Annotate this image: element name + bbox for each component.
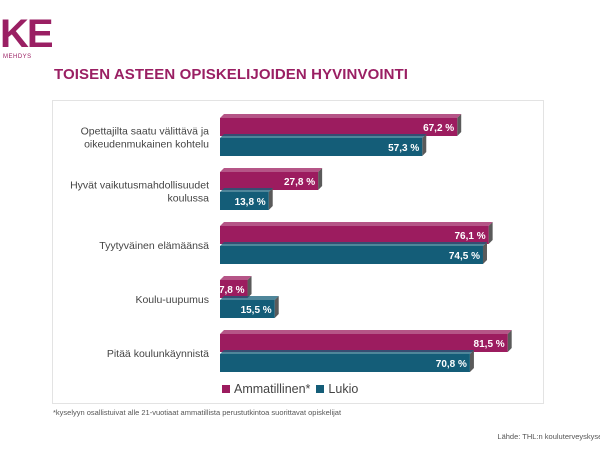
bar-top-lukio [220,134,427,138]
bar-depth-ammatillinen [457,114,462,136]
bar-top-ammatillinen [220,168,323,172]
legend-label-lukio: Lukio [328,382,359,396]
bar-top-lukio [220,350,474,354]
bar-depth-lukio [422,134,427,156]
bar-top-ammatillinen [220,114,462,118]
legend-item-lukio: Lukio [316,382,358,396]
category-label: Pitää koulunkäynnistä [107,348,209,360]
bar-top-ammatillinen [220,330,512,334]
logo-subtitle: MEHDYS [3,54,32,60]
bar-depth-lukio [268,188,273,210]
bar-ammatillinen [220,280,248,298]
bar-depth-ammatillinen [488,222,493,244]
bar-ammatillinen [220,226,489,244]
data-label-lukio: 13,8 % [235,197,266,208]
bar-lukio [220,138,423,156]
category-label: Tyytyväinen elämäänsä [99,240,209,252]
bar-depth-ammatillinen [507,330,512,352]
data-label-ammatillinen: 7,8 % [219,285,245,296]
bar-top-lukio [220,242,487,246]
category-label: oikeudenmukainen kohtelu [84,139,209,151]
chart-legend: Ammatillinen* Lukio [222,382,358,396]
data-label-lukio: 70,8 % [436,359,467,370]
bar-top-lukio [220,296,279,300]
bar-top-ammatillinen [220,276,252,280]
bar-lukio [220,246,483,264]
logo: KE [0,12,54,56]
bar-ammatillinen [220,118,458,136]
data-label-lukio: 74,5 % [449,251,480,262]
bar-depth-lukio [482,242,487,264]
data-label-lukio: 57,3 % [388,143,419,154]
footnote: *kyselyyn osallistuivat alle 21-vuotiaat… [53,408,342,417]
legend-swatch-ammatillinen [222,385,230,393]
category-label: koulussa [168,193,210,205]
data-label-ammatillinen: 76,1 % [454,231,485,242]
category-label: Koulu-uupumus [135,294,209,306]
legend-swatch-lukio [316,385,325,393]
bar-depth-ammatillinen [247,276,252,298]
legend-item-ammatillinen: Ammatillinen* [222,382,310,396]
data-label-ammatillinen: 81,5 % [474,339,505,350]
source-note: Lähde: THL:n kouluterveyskysely 2 [497,432,600,441]
bar-lukio [220,192,269,210]
bar-top-lukio [220,188,273,192]
category-label: Opettajilta saatu välittävä ja [81,126,210,138]
chart-area [52,100,544,404]
bar-depth-ammatillinen [318,168,323,190]
bar-top-ammatillinen [220,222,493,226]
bar-lukio [220,300,275,318]
category-label: Hyvät vaikutusmahdollisuudet [70,180,209,192]
data-label-ammatillinen: 67,2 % [423,123,454,134]
bar-ammatillinen [220,334,508,352]
bar-ammatillinen [220,172,319,190]
page-title: TOISEN ASTEEN OPISKELIJOIDEN HYVINVOINTI [54,66,409,83]
legend-label-ammatillinen: Ammatillinen* [234,382,311,396]
bar-depth-lukio [274,296,279,318]
data-label-lukio: 15,5 % [241,305,272,316]
bar-depth-lukio [469,350,474,372]
bar-lukio [220,354,470,372]
data-label-ammatillinen: 27,8 % [284,177,315,188]
